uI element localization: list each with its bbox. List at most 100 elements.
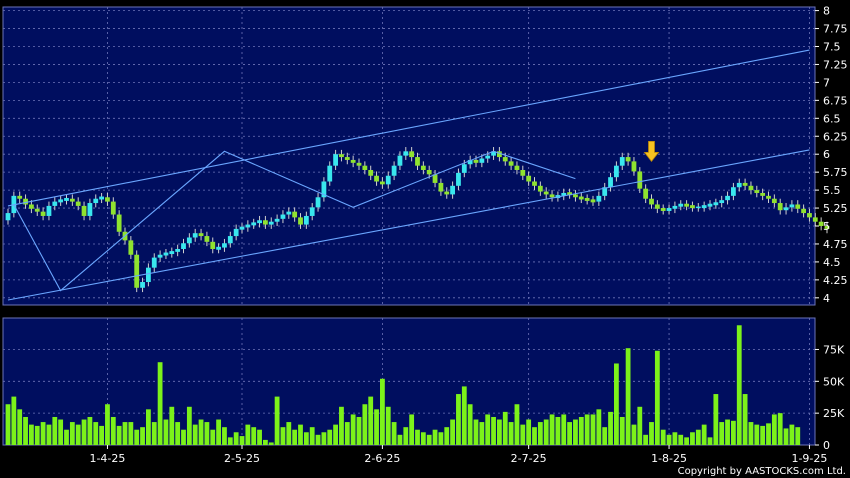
candle-body — [497, 151, 502, 158]
candlestick — [467, 155, 473, 169]
candlestick — [777, 198, 783, 215]
candlestick — [116, 210, 122, 237]
candlestick — [75, 197, 81, 211]
candlestick — [438, 178, 444, 196]
candlestick — [368, 165, 374, 181]
candle-body — [315, 197, 321, 208]
candle-body — [380, 181, 385, 185]
candle-body — [257, 220, 262, 224]
volume-bar — [198, 419, 204, 445]
volume-bar — [520, 424, 526, 445]
candle-body — [766, 195, 771, 199]
volume-bar — [40, 422, 46, 445]
candle-body — [116, 214, 122, 232]
candlestick — [713, 198, 719, 209]
candle-body — [426, 170, 432, 175]
candlestick — [385, 171, 391, 189]
candle-body — [526, 175, 532, 182]
volume-panel: 75K 50K 25K 0 — [2, 317, 845, 452]
date-tick-label: 1-8-25 — [651, 452, 687, 465]
price-tick-label: 4.75 — [823, 238, 848, 251]
candlestick — [672, 201, 678, 214]
volume-bar — [766, 423, 771, 445]
volume-bar — [491, 416, 496, 445]
candlestick — [280, 210, 286, 224]
volume-bar — [748, 422, 754, 445]
volume-bar — [128, 422, 134, 445]
volume-bar — [380, 378, 385, 445]
volume-bar — [222, 427, 227, 445]
candlestick — [473, 155, 479, 168]
candle-body — [719, 200, 725, 204]
volume-bar — [719, 422, 725, 445]
price-panel: 8 7.75 7.5 7.25 7 6.75 6.5 6.25 6 5.75 5.5 5.25 5 4.7… — [2, 5, 848, 306]
volume-bar — [309, 427, 315, 445]
volume-bar — [625, 348, 631, 445]
candle-body — [333, 154, 338, 166]
volume-bar — [473, 419, 479, 445]
candlestick — [578, 192, 584, 204]
candle-body — [222, 243, 227, 248]
volume-bar — [186, 406, 192, 445]
candlestick — [614, 161, 619, 182]
candlestick — [303, 211, 309, 229]
candle-body — [239, 226, 245, 230]
volume-bar — [614, 363, 619, 445]
volume-bar — [537, 422, 543, 445]
candle-body — [678, 203, 684, 207]
candle-body — [268, 221, 274, 225]
candle-body — [695, 206, 701, 209]
candle-body — [701, 205, 707, 209]
volume-bar — [280, 427, 286, 445]
candle-body — [625, 157, 631, 162]
volume-bar — [532, 427, 537, 445]
volume-bar — [298, 424, 303, 445]
candlestick — [87, 198, 93, 221]
candlestick — [17, 191, 23, 204]
candlestick — [543, 187, 549, 199]
candlestick — [93, 194, 99, 208]
volume-bar — [777, 413, 783, 445]
down-arrow-marker — [643, 140, 660, 163]
candlestick — [719, 195, 725, 208]
price-tick-label: 8 — [823, 5, 830, 18]
volume-bar — [771, 414, 777, 445]
candle-body — [192, 233, 198, 238]
candle-body — [608, 177, 613, 188]
candle-body — [672, 205, 678, 209]
price-tick-label: 7.25 — [823, 58, 848, 71]
candlestick — [690, 201, 695, 212]
volume-bar — [46, 424, 52, 445]
candlestick — [491, 147, 496, 160]
candlestick — [5, 208, 11, 225]
candle-body — [344, 157, 350, 160]
candle-body — [725, 195, 730, 201]
volume-bar — [157, 362, 163, 445]
volume-bar — [649, 422, 654, 445]
candle-body — [590, 199, 596, 203]
candle-body — [309, 207, 315, 216]
volume-bar — [356, 416, 362, 445]
candle-body — [537, 185, 543, 192]
volume-bar — [643, 434, 649, 445]
candle-body — [69, 198, 75, 202]
volume-bar — [742, 394, 748, 445]
price-tick-label: 6.5 — [823, 112, 841, 125]
candlestick — [327, 161, 333, 186]
candle-body — [52, 201, 58, 206]
candlestick — [64, 194, 69, 205]
price-axis: 8 7.75 7.5 7.25 7 6.75 6.5 6.25 6 5.75 5.5 5.25 5 4.7… — [815, 5, 848, 305]
candlestick — [596, 191, 602, 206]
candlestick — [649, 194, 654, 209]
candlestick — [654, 200, 660, 214]
volume-bar — [420, 432, 426, 445]
candle-body — [105, 197, 110, 202]
candle-body — [146, 267, 151, 283]
candlestick — [549, 190, 555, 202]
candlestick — [169, 247, 175, 258]
candlestick — [321, 177, 327, 202]
candle-body — [631, 161, 637, 172]
volume-tick-label: 0 — [823, 439, 830, 452]
candle-body — [584, 197, 590, 201]
volume-bar — [34, 425, 40, 445]
